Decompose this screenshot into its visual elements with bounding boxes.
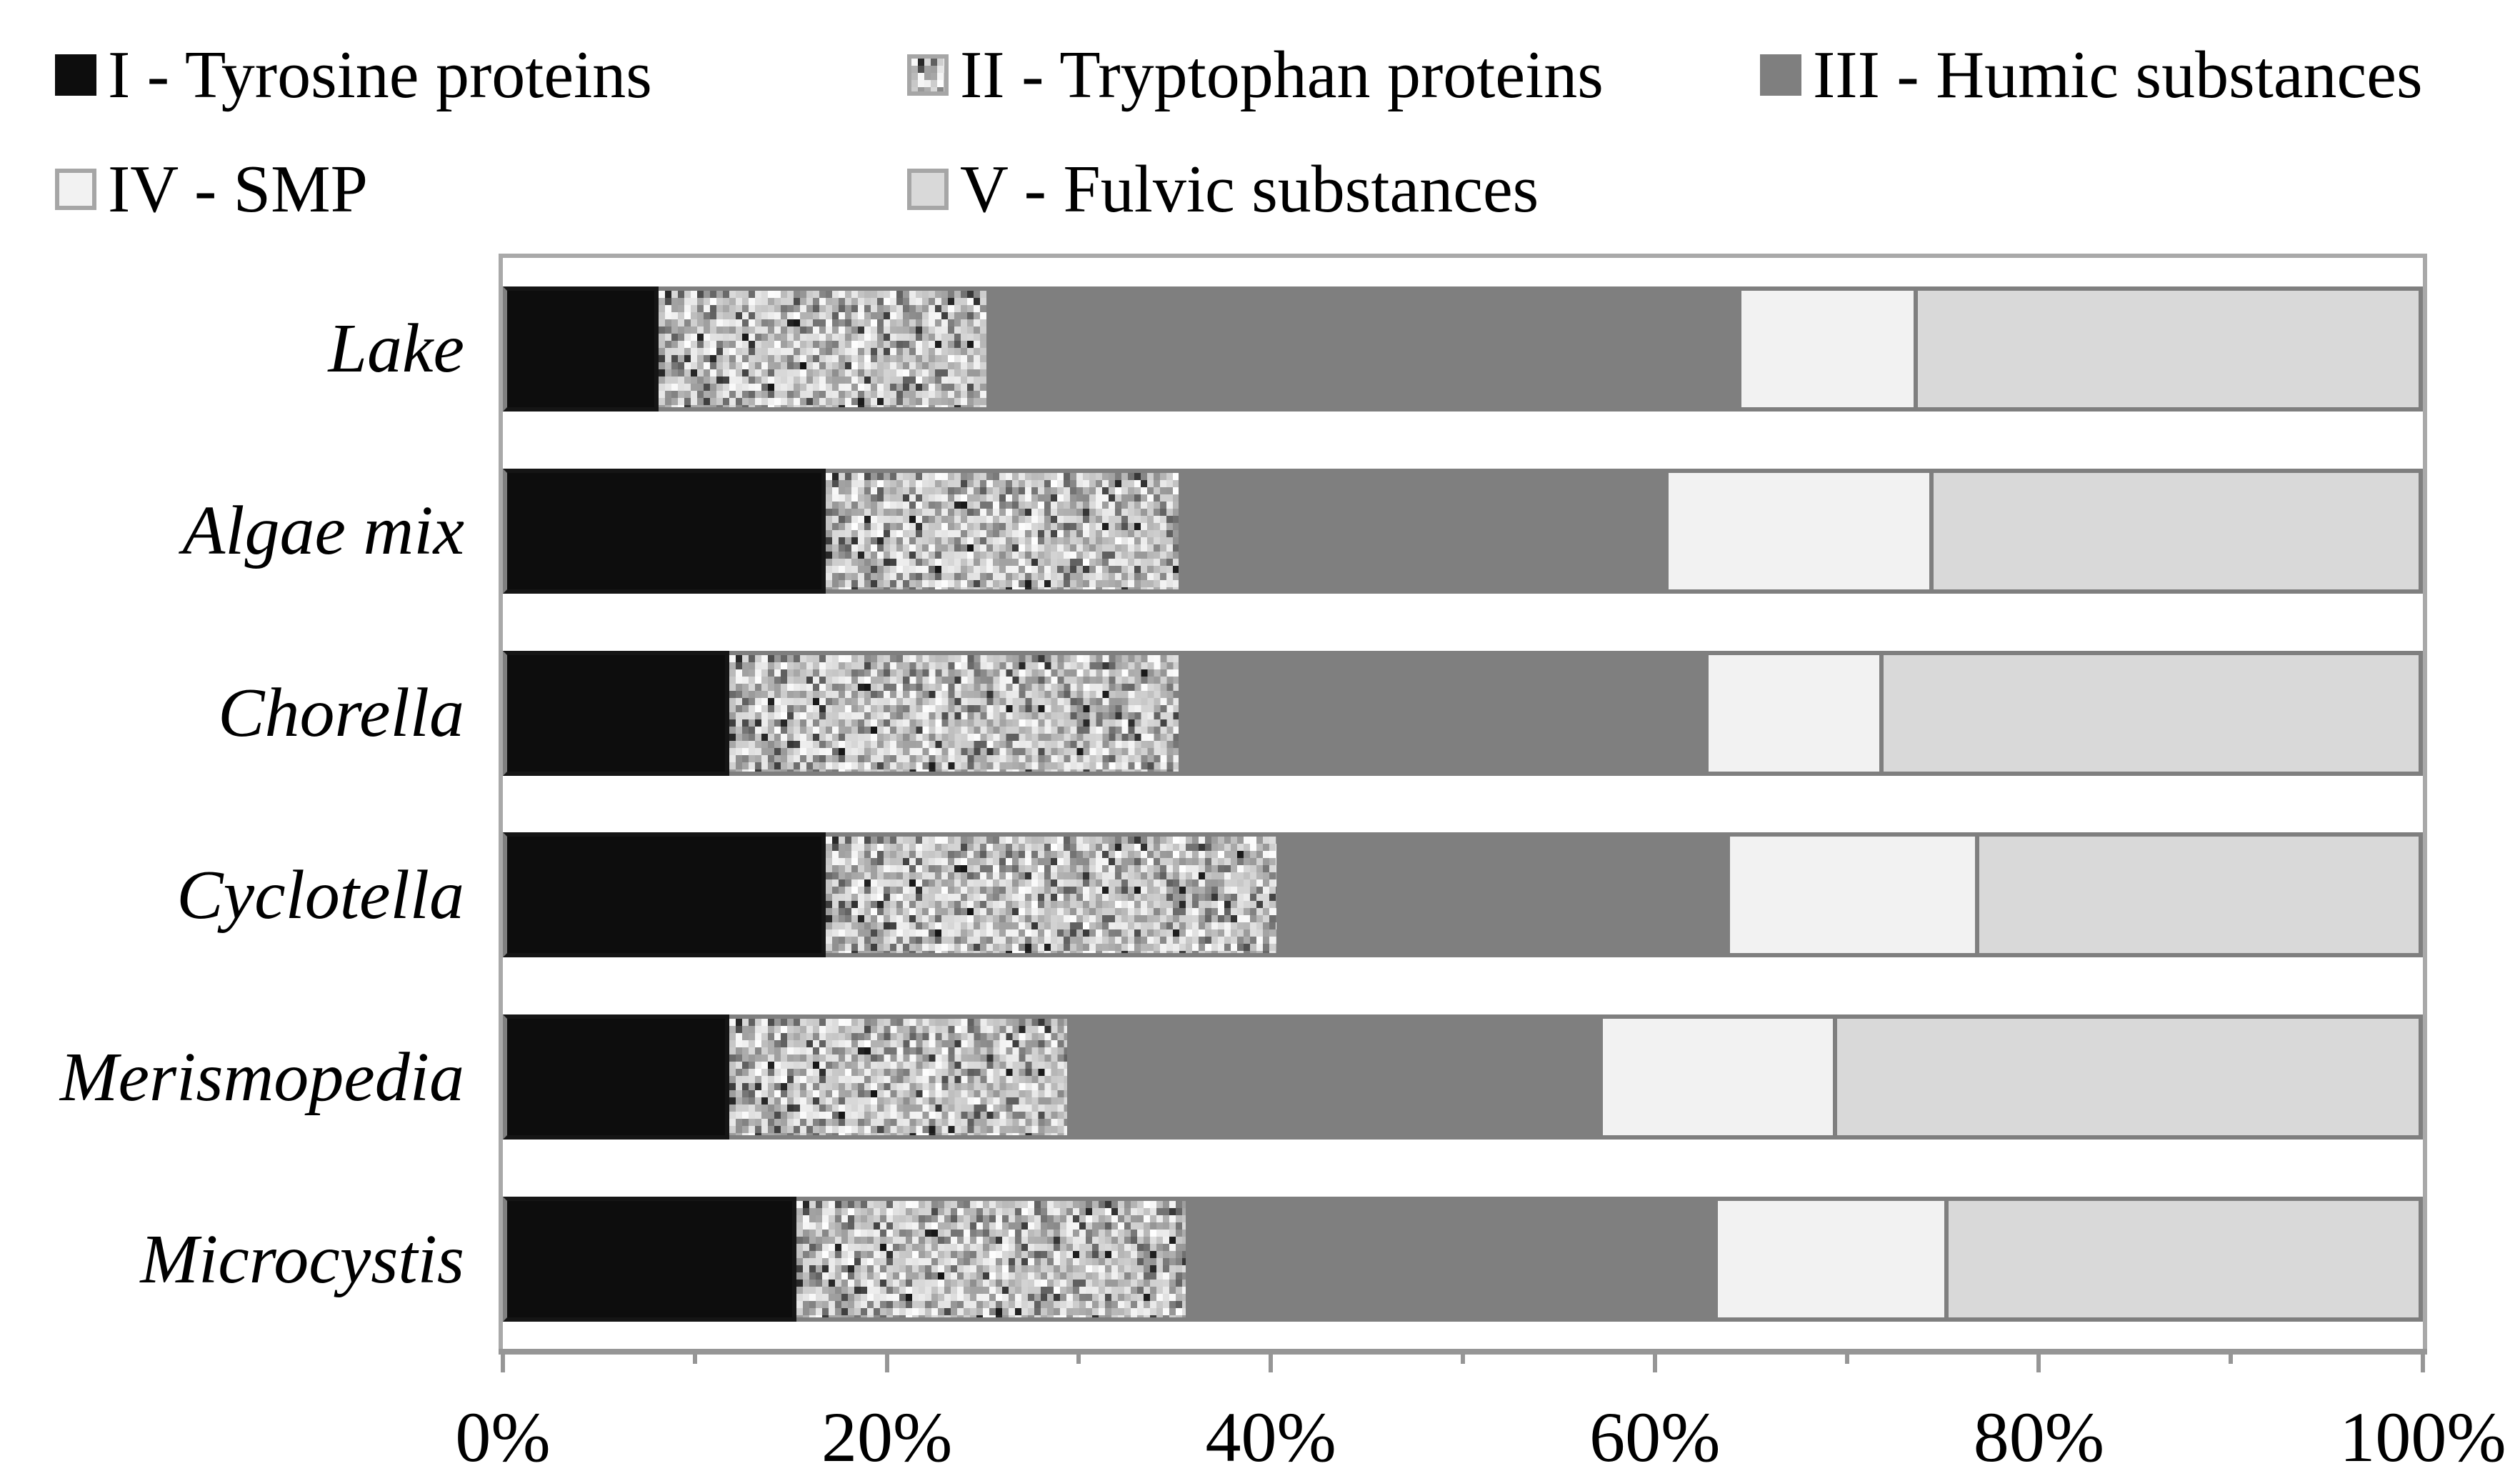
bar-segment-II-merismopedia	[729, 1014, 1071, 1140]
legend-label-I: I - Tyrosine proteins	[108, 41, 652, 109]
x-axis-tick-major	[885, 1355, 889, 1372]
bar-segment-II-cyclotella	[826, 832, 1281, 957]
x-axis-label-100%: 100%	[2316, 1402, 2520, 1473]
legend-swatch-V-icon	[907, 169, 949, 210]
plot-area	[499, 254, 2427, 1350]
bar-segment-II-microcystis	[796, 1197, 1190, 1322]
bar-segment-III-merismopedia	[1071, 1014, 1604, 1140]
x-axis-tick-minor	[693, 1355, 697, 1364]
x-axis-label-20%: 20%	[780, 1402, 994, 1473]
bar-segment-IV-chorella	[1709, 651, 1884, 776]
category-label-merismopedia: Merismopedia	[0, 1042, 464, 1112]
category-label-cyclotella: Cyclotella	[0, 860, 464, 930]
x-axis-tick-major	[2036, 1355, 2041, 1372]
bar-segment-IV-cyclotella	[1730, 832, 1979, 957]
bar-segment-III-chorella	[1183, 651, 1709, 776]
bar-segment-I-microcystis	[503, 1197, 796, 1322]
bar-segment-I-cyclotella	[503, 832, 826, 957]
category-label-microcystis: Microcystis	[0, 1225, 464, 1295]
bar-segment-III-algae-mix	[1183, 469, 1669, 594]
x-axis-label-80%: 80%	[1931, 1402, 2146, 1473]
bar-segment-V-chorella	[1884, 651, 2423, 776]
bar-segment-V-algae-mix	[1934, 469, 2423, 594]
bar-segment-I-lake	[503, 286, 659, 412]
x-axis-tick-minor	[1461, 1355, 1465, 1364]
bar-row-cyclotella	[503, 832, 2423, 957]
stacked-bar-chart-figure: I - Tyrosine proteins II - Tryptophan pro…	[0, 0, 2520, 1481]
category-label-algae-mix: Algae mix	[0, 496, 464, 566]
x-axis-label-40%: 40%	[1164, 1402, 1378, 1473]
bar-segment-IV-microcystis	[1718, 1197, 1949, 1322]
legend-label-III: III - Humic substances	[1813, 41, 2423, 109]
legend-label-V: V - Fulvic substances	[960, 156, 1539, 223]
x-axis-line	[499, 1349, 2427, 1355]
bar-segment-I-algae-mix	[503, 469, 826, 594]
bar-segment-III-lake	[991, 286, 1741, 412]
legend-swatch-III-icon	[1760, 54, 1801, 96]
bar-row-microcystis	[503, 1197, 2423, 1322]
x-axis-label-60%: 60%	[1548, 1402, 1762, 1473]
legend-label-II: II - Tryptophan proteins	[960, 41, 1604, 109]
x-axis-tick-minor	[1076, 1355, 1081, 1364]
bar-segment-II-chorella	[729, 651, 1182, 776]
bar-segment-IV-merismopedia	[1603, 1014, 1837, 1140]
legend-label-IV: IV - SMP	[108, 156, 368, 223]
x-axis-tick-major	[2421, 1355, 2425, 1372]
category-label-lake: Lake	[0, 314, 464, 384]
bar-segment-III-microcystis	[1190, 1197, 1718, 1322]
legend-item-I: I - Tyrosine proteins	[55, 41, 652, 109]
legend-item-III: III - Humic substances	[1760, 41, 2423, 109]
bar-row-algae-mix	[503, 469, 2423, 594]
legend-item-V: V - Fulvic substances	[907, 156, 1539, 223]
bar-segment-IV-lake	[1741, 286, 1918, 412]
x-axis-tick-major	[501, 1355, 505, 1372]
legend-swatch-IV-icon	[55, 169, 96, 210]
x-axis-tick-minor	[1845, 1355, 1849, 1364]
legend-swatch-I-icon	[55, 54, 96, 96]
bar-segment-III-cyclotella	[1281, 832, 1730, 957]
bar-segment-I-chorella	[503, 651, 729, 776]
legend-item-II: II - Tryptophan proteins	[907, 41, 1604, 109]
bar-segment-II-lake	[659, 286, 991, 412]
category-label-chorella: Chorella	[0, 678, 464, 748]
bar-segment-V-microcystis	[1949, 1197, 2423, 1322]
x-axis-tick-major	[1653, 1355, 1657, 1372]
bar-row-lake	[503, 286, 2423, 412]
bar-segment-I-merismopedia	[503, 1014, 729, 1140]
bar-segment-IV-algae-mix	[1669, 469, 1934, 594]
legend-item-IV: IV - SMP	[55, 156, 368, 223]
bar-segment-V-merismopedia	[1837, 1014, 2423, 1140]
x-axis-label-0%: 0%	[396, 1402, 610, 1473]
bar-segment-V-lake	[1918, 286, 2423, 412]
x-axis-tick-major	[1269, 1355, 1273, 1372]
bar-row-chorella	[503, 651, 2423, 776]
x-axis-tick-minor	[2229, 1355, 2233, 1364]
bar-row-merismopedia	[503, 1014, 2423, 1140]
bar-segment-V-cyclotella	[1979, 832, 2423, 957]
legend-swatch-II-icon	[907, 54, 949, 96]
bar-segment-II-algae-mix	[826, 469, 1183, 594]
